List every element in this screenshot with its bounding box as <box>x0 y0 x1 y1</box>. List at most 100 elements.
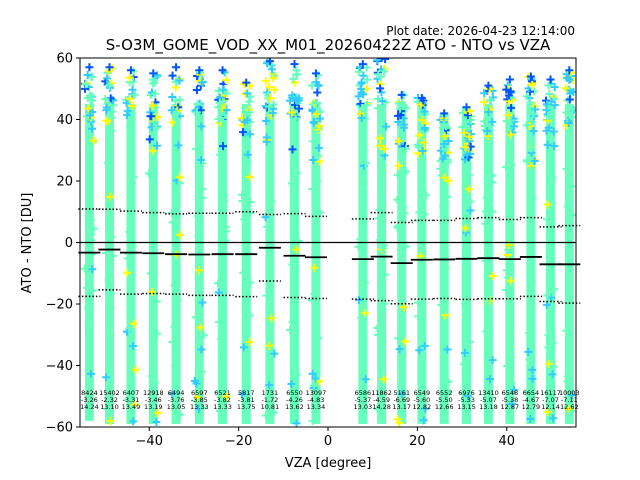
y-tick-label: 60 <box>56 52 73 67</box>
bin-std-label: 13.62 <box>285 403 304 411</box>
scatter-point <box>153 408 162 417</box>
bin-count-label: 6407 <box>123 389 140 397</box>
scatter-point <box>510 385 519 394</box>
bin-std-label: 13.15 <box>457 403 476 411</box>
scatter-column <box>218 104 228 424</box>
scatter-point <box>262 137 271 146</box>
scatter-point <box>219 142 228 151</box>
bin-mean-label: -1.72 <box>261 396 278 404</box>
x-axis: −40 −20 0 20 40 <box>136 427 515 449</box>
y-tick-label: 0 <box>65 236 73 251</box>
scatter-point <box>413 298 422 307</box>
scatter-point <box>543 407 552 416</box>
scatter-point <box>292 370 301 379</box>
scatter-point <box>308 416 317 425</box>
scatter-point <box>84 104 93 113</box>
scatter-point <box>288 145 297 154</box>
scatter-point <box>506 87 515 96</box>
scatter-point <box>176 410 185 419</box>
scatter-point <box>265 83 274 92</box>
bin-std-label: 12.87 <box>501 403 520 411</box>
scatter-point <box>145 135 154 144</box>
scatter-point <box>505 333 514 342</box>
bin-mean-label: -3.81 <box>238 396 255 404</box>
scatter-point <box>444 137 453 146</box>
scatter-point <box>485 308 494 317</box>
scatter-point <box>550 83 559 92</box>
scatter-point <box>171 340 180 349</box>
scatter-point <box>397 289 406 298</box>
scatter-point <box>544 81 553 90</box>
scatter-point <box>127 408 136 417</box>
scatter-point <box>196 156 205 165</box>
scatter-point <box>547 97 556 106</box>
scatter-point <box>84 304 93 313</box>
scatter-point <box>398 98 407 107</box>
scatter-column <box>194 104 204 424</box>
bin-count-label: 6549 <box>414 389 431 397</box>
scatter-point <box>308 369 317 378</box>
bin-mean-label: -5.50 <box>436 396 453 404</box>
scatter-point <box>152 297 161 306</box>
scatter-point <box>315 122 324 131</box>
scatter-point <box>292 70 301 79</box>
scatter-point <box>443 192 452 201</box>
scatter-point <box>523 387 532 396</box>
scatter-point <box>214 86 223 95</box>
scatter-point-max <box>417 93 426 102</box>
scatter-point <box>507 399 516 408</box>
scatter-point <box>357 313 366 322</box>
scatter-point <box>308 105 317 114</box>
scatter-point <box>240 215 249 224</box>
scatter-point <box>373 94 382 103</box>
vza-bin-2 <box>122 66 140 426</box>
plot-overlay: 8424-3.2614.2415402-2.3213.106407-3.3113… <box>78 208 581 411</box>
vza-bin-16 <box>458 103 475 424</box>
bin-mean-label: -3.26 <box>81 396 98 404</box>
scatter-point <box>525 355 534 364</box>
scatter-point <box>89 286 98 295</box>
scatter-point <box>418 384 427 393</box>
scatter-point <box>464 133 473 142</box>
scatter-column <box>148 104 158 424</box>
bin-count-label: 6597 <box>191 389 208 397</box>
scatter-point <box>198 194 207 203</box>
scatter-point <box>316 208 325 217</box>
scatter-point <box>107 126 116 135</box>
x-tick-label: −40 <box>136 434 163 449</box>
bin-std-label: 13.18 <box>479 403 498 411</box>
scatter-point <box>292 169 301 178</box>
scatter-point <box>246 208 255 217</box>
scatter-point <box>483 245 492 254</box>
scatter-point <box>125 227 134 236</box>
scatter-point <box>312 110 321 119</box>
scatter-column <box>462 107 472 424</box>
scatter-point <box>360 278 369 287</box>
scatter-point <box>148 287 157 296</box>
scatter-point <box>418 115 427 124</box>
scatter-point <box>108 95 117 104</box>
scatter-point <box>102 249 111 258</box>
scatter-point <box>222 392 231 401</box>
scatter-point <box>355 295 364 304</box>
scatter-point <box>440 305 449 314</box>
scatter-point <box>377 268 386 277</box>
scatter-point <box>262 291 271 300</box>
scatter-point <box>361 159 370 168</box>
scatter-point <box>86 111 95 120</box>
scatter-point <box>265 102 274 111</box>
scatter-point <box>191 144 200 153</box>
scatter-point <box>270 85 279 94</box>
scatter-point <box>357 85 366 94</box>
scatter-point <box>128 341 137 350</box>
bin-count-label: 5817 <box>238 389 255 397</box>
scatter-point <box>265 381 274 390</box>
scatter-point <box>566 182 575 191</box>
scatter-point <box>374 214 383 223</box>
scatter-point <box>88 265 97 274</box>
scatter-column <box>84 104 94 421</box>
scatter-point <box>465 170 474 179</box>
scatter-point <box>148 101 157 110</box>
vza-bin-11 <box>354 60 372 424</box>
